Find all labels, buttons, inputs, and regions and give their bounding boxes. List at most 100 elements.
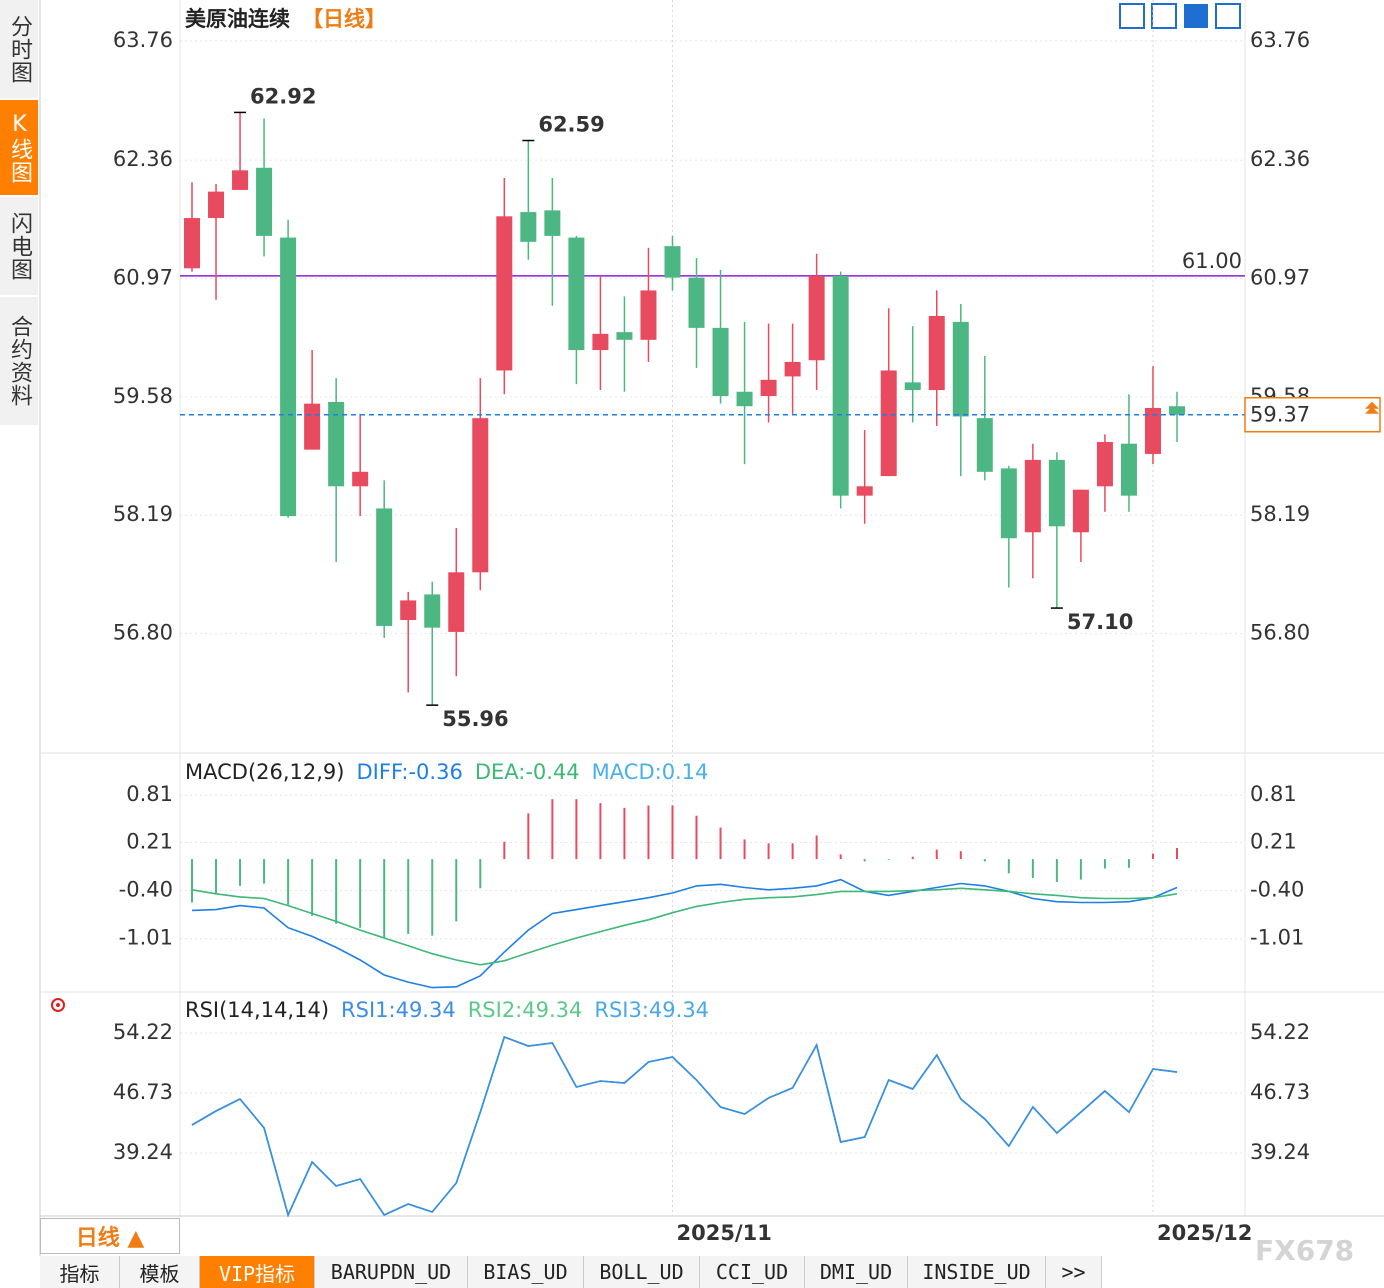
candle-body [712, 327, 729, 397]
panel-header: MACD(26,12,9) DIFF:-0.36 DEA:-0.44 MACD:0.1… [185, 760, 708, 784]
icon-ring [51, 998, 65, 1012]
panel-header: RSI(14,14,14) RSI1:49.34 RSI2:49.34 RSI3:49… [185, 998, 709, 1022]
candle-body [1169, 406, 1185, 415]
candle-body [664, 246, 681, 278]
legend-entry: RSI3:49.34 [594, 998, 709, 1022]
legend-entry: DIFF:-0.36 [357, 760, 463, 784]
candle-body [640, 290, 657, 340]
last-price-box [1244, 396, 1381, 433]
legend-entry: 【日线】 [302, 7, 386, 31]
tool-icon[interactable] [1119, 3, 1145, 29]
last-price-label: 59.37 [1250, 403, 1310, 427]
sidebar-tab[interactable]: 闪电图 [0, 197, 38, 297]
legend-entry: MACD:0.14 [592, 760, 709, 784]
bottom-tab[interactable]: BARUPDN_UD [315, 1256, 468, 1288]
y-tick-label-right: 46.73 [1250, 1080, 1310, 1104]
panel-header: 美原油连续 【日线】 [185, 7, 386, 31]
y-tick-label: -0.40 [119, 878, 173, 902]
candle-body [400, 600, 417, 620]
y-tick-label-right: 58.19 [1250, 502, 1310, 526]
bottom-tab[interactable]: BOLL_UD [584, 1256, 700, 1288]
candle-body [496, 216, 513, 371]
legend-entry: RSI2:49.34 [468, 998, 583, 1022]
sidebar-tab[interactable]: 分时图 [0, 0, 38, 100]
candle-body [520, 212, 537, 242]
candle-body [232, 170, 249, 190]
candle-body [1072, 489, 1089, 533]
y-tick-label-right: -1.01 [1250, 926, 1304, 950]
icon-dot [56, 1003, 60, 1007]
legend-entry: RSI(14,14,14) [185, 998, 329, 1022]
extreme-label: 55.96 [442, 707, 508, 731]
candle-body [256, 167, 273, 236]
x-tick-label: 2025/12 [1157, 1221, 1252, 1245]
bottom-tab[interactable]: VIP指标 [200, 1256, 315, 1288]
candle-body [1096, 442, 1113, 487]
candle-body [208, 191, 225, 219]
candle-body [832, 275, 849, 496]
extreme-label: 57.10 [1067, 610, 1133, 634]
y-tick-label: 0.21 [126, 830, 173, 854]
bottom-tab[interactable]: >> [1046, 1256, 1102, 1288]
bottom-tab[interactable]: 指标 [40, 1256, 120, 1288]
candle-body [616, 332, 633, 340]
candle-body [544, 210, 561, 236]
candle-body [304, 403, 321, 450]
tool-icon[interactable] [1184, 4, 1208, 28]
sidebar-tab[interactable]: K线图 [0, 100, 38, 197]
extreme-label: 62.59 [538, 113, 604, 137]
candle-body [736, 391, 753, 407]
rsi-icon[interactable] [51, 998, 65, 1012]
last-price-marker [1365, 401, 1379, 414]
candle-body [592, 333, 609, 351]
legend-entry: RSI1:49.34 [341, 998, 456, 1022]
candle-body [280, 237, 297, 517]
y-tick-label: 56.80 [113, 621, 173, 645]
series-line [191, 887, 1178, 966]
candle-body [904, 382, 921, 391]
candle-body [976, 418, 993, 472]
series-line [191, 1035, 1178, 1218]
y-tick-label-right: -0.40 [1250, 878, 1304, 902]
y-tick-label: 54.22 [113, 1020, 173, 1044]
legend-entry: MACD(26,12,9) [185, 760, 345, 784]
candle-body [376, 508, 393, 626]
toolbar[interactable] [1119, 3, 1241, 29]
watermark: FX678 [1255, 1234, 1354, 1267]
bottom-tab[interactable]: CCI_UD [700, 1256, 805, 1288]
candle-body [424, 594, 441, 628]
candle-body [568, 237, 585, 351]
bottom-tab[interactable]: 模板 [120, 1256, 200, 1288]
candle-body [1024, 459, 1041, 533]
tool-icon[interactable] [1215, 3, 1241, 29]
y-tick-label-right: 39.24 [1250, 1140, 1310, 1164]
period-button[interactable]: 日线 ▲ [40, 1218, 180, 1254]
bottom-tab[interactable]: BIAS_UD [468, 1256, 584, 1288]
candle-body [688, 277, 705, 328]
candle-body [1000, 468, 1017, 539]
candle-body [352, 471, 369, 487]
y-tick-label: 58.19 [113, 502, 173, 526]
bottom-tab[interactable]: DMI_UD [805, 1256, 908, 1288]
candle-body [784, 361, 801, 377]
legend-entry: 美原油连续 [185, 7, 290, 31]
candle-body [880, 370, 897, 477]
y-tick-label: 59.58 [113, 384, 173, 408]
horizontal-line-label: 61.00 [1182, 249, 1242, 273]
x-tick-label: 2025/11 [676, 1221, 771, 1245]
candle-body [184, 218, 200, 269]
candle-body [928, 315, 945, 391]
tool-icon[interactable] [1151, 3, 1177, 29]
bottom-tab[interactable]: INSIDE_UD [908, 1256, 1046, 1288]
y-tick-label: -1.01 [119, 926, 173, 950]
sidebar-tab[interactable]: 合约资料 [0, 297, 38, 427]
candle-body [1048, 459, 1065, 527]
y-tick-label: 39.24 [113, 1140, 173, 1164]
extreme-label: 62.92 [250, 84, 316, 108]
y-tick-label: 46.73 [113, 1080, 173, 1104]
y-tick-label-right: 56.80 [1250, 621, 1310, 645]
candle-body [760, 379, 777, 397]
y-tick-label: 0.81 [126, 782, 173, 806]
y-tick-label-right: 0.81 [1250, 782, 1297, 806]
